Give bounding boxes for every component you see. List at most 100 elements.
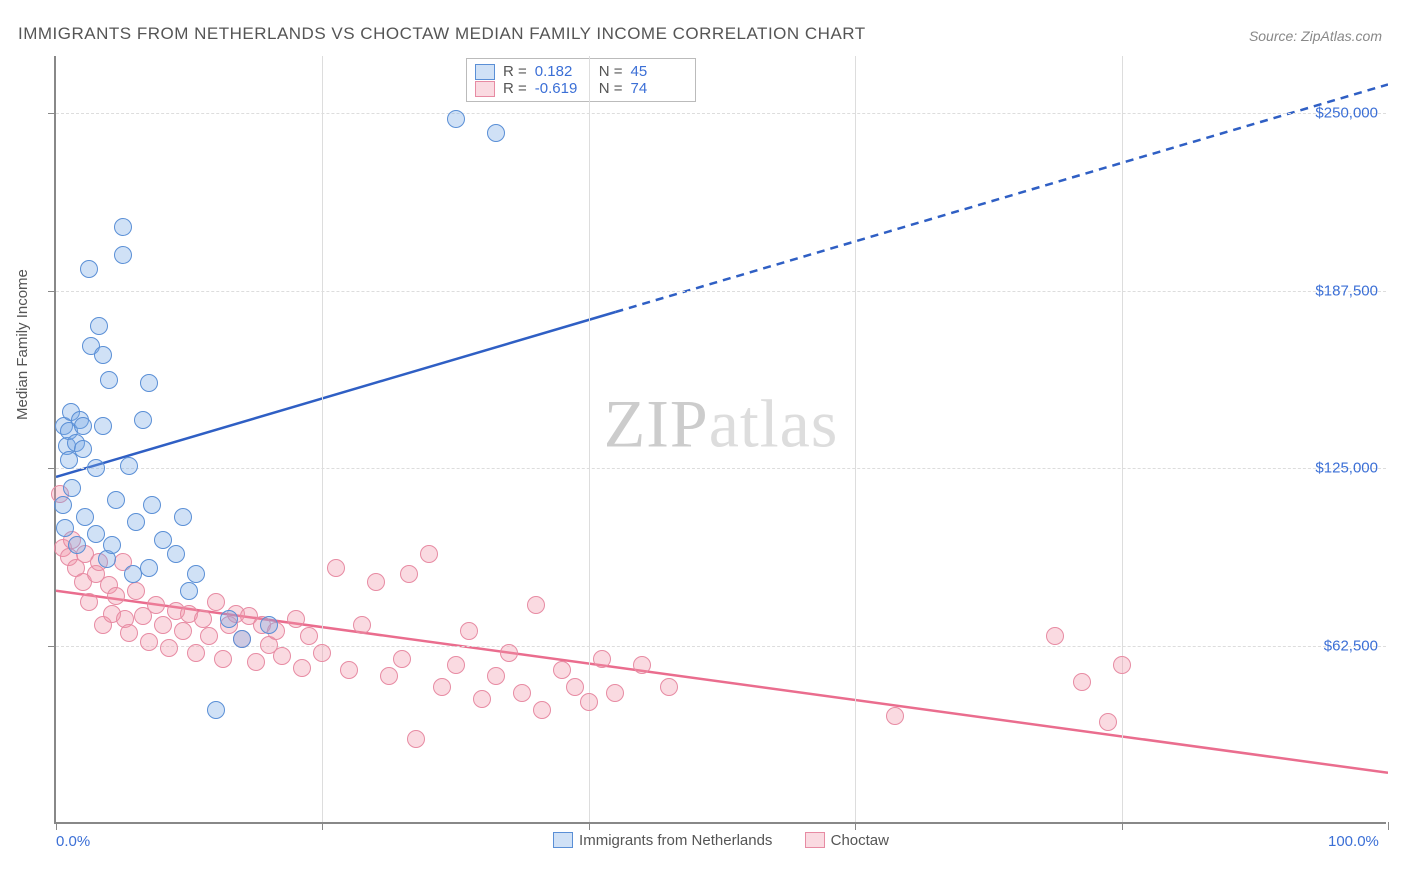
scatter-point-series2 [300, 627, 318, 645]
scatter-point-series2 [174, 622, 192, 640]
scatter-point-series2 [433, 678, 451, 696]
scatter-point-series1 [63, 479, 81, 497]
scatter-point-series1 [68, 536, 86, 554]
gridline-h [56, 468, 1386, 469]
scatter-point-series1 [54, 496, 72, 514]
scatter-point-series2 [500, 644, 518, 662]
watermark: ZIPatlas [604, 384, 839, 463]
scatter-point-series1 [94, 417, 112, 435]
scatter-point-series2 [287, 610, 305, 628]
gridline-h [56, 113, 1386, 114]
source-attribution: Source: ZipAtlas.com [1249, 28, 1382, 44]
legend-item-series1: Immigrants from Netherlands [553, 832, 772, 849]
scatter-point-series2 [214, 650, 232, 668]
scatter-point-series1 [143, 496, 161, 514]
swatch-series1 [475, 64, 495, 80]
scatter-point-series1 [447, 110, 465, 128]
scatter-point-series2 [553, 661, 571, 679]
scatter-point-series1 [76, 508, 94, 526]
stats-row-series2: R = -0.619 N = 74 [475, 80, 687, 97]
scatter-point-series2 [533, 701, 551, 719]
scatter-point-series1 [180, 582, 198, 600]
scatter-point-series1 [260, 616, 278, 634]
scatter-point-series2 [154, 616, 172, 634]
scatter-point-series2 [140, 633, 158, 651]
scatter-point-series2 [473, 690, 491, 708]
scatter-point-series2 [147, 596, 165, 614]
gridline-v [1122, 56, 1123, 822]
scatter-point-series2 [393, 650, 411, 668]
x-tick-mark [56, 822, 57, 830]
gridline-h [56, 646, 1386, 647]
scatter-point-series2 [293, 659, 311, 677]
scatter-point-series2 [160, 639, 178, 657]
correlation-chart: IMMIGRANTS FROM NETHERLANDS VS CHOCTAW M… [0, 0, 1406, 892]
scatter-point-series1 [134, 411, 152, 429]
scatter-point-series1 [90, 317, 108, 335]
y-tick-mark [48, 646, 56, 647]
x-tick-label: 0.0% [56, 833, 90, 850]
bottom-legend: Immigrants from Netherlands Choctaw [56, 832, 1386, 853]
y-tick-mark [48, 291, 56, 292]
scatter-point-series2 [447, 656, 465, 674]
scatter-point-series1 [56, 519, 74, 537]
scatter-point-series2 [380, 667, 398, 685]
plot-area: ZIPatlas R = 0.182 N = 45 R = -0.619 N =… [54, 56, 1386, 824]
gridline-v [322, 56, 323, 822]
scatter-point-series1 [187, 565, 205, 583]
scatter-point-series1 [100, 371, 118, 389]
scatter-point-series2 [460, 622, 478, 640]
x-tick-label: 100.0% [1328, 833, 1379, 850]
scatter-point-series2 [580, 693, 598, 711]
scatter-point-series2 [1099, 713, 1117, 731]
y-tick-label: $187,500 [1315, 282, 1378, 299]
scatter-point-series2 [120, 624, 138, 642]
scatter-point-series1 [114, 218, 132, 236]
scatter-point-series1 [114, 246, 132, 264]
scatter-point-series1 [140, 374, 158, 392]
y-tick-label: $125,000 [1315, 460, 1378, 477]
x-tick-mark [322, 822, 323, 830]
x-tick-mark [855, 822, 856, 830]
scatter-point-series1 [154, 531, 172, 549]
scatter-point-series2 [313, 644, 331, 662]
scatter-point-series2 [420, 545, 438, 563]
scatter-point-series2 [367, 573, 385, 591]
scatter-point-series2 [606, 684, 624, 702]
scatter-point-series2 [353, 616, 371, 634]
scatter-point-series1 [80, 260, 98, 278]
scatter-point-series1 [87, 525, 105, 543]
y-tick-mark [48, 468, 56, 469]
scatter-point-series1 [74, 440, 92, 458]
scatter-point-series2 [80, 593, 98, 611]
legend-item-series2: Choctaw [805, 832, 889, 849]
scatter-point-series1 [487, 124, 505, 142]
swatch-series1-bottom [553, 832, 573, 848]
scatter-point-series2 [487, 667, 505, 685]
scatter-point-series2 [886, 707, 904, 725]
scatter-point-series2 [407, 730, 425, 748]
scatter-point-series2 [187, 644, 205, 662]
scatter-point-series2 [660, 678, 678, 696]
scatter-point-series2 [566, 678, 584, 696]
y-tick-label: $250,000 [1315, 104, 1378, 121]
x-tick-mark [1122, 822, 1123, 830]
scatter-point-series2 [513, 684, 531, 702]
scatter-point-series1 [107, 491, 125, 509]
stats-legend-box: R = 0.182 N = 45 R = -0.619 N = 74 [466, 58, 696, 102]
x-tick-mark [1388, 822, 1389, 830]
trendlines-svg [56, 56, 1388, 824]
scatter-point-series1 [127, 513, 145, 531]
y-axis-label: Median Family Income [14, 269, 31, 420]
x-tick-mark [589, 822, 590, 830]
scatter-point-series1 [120, 457, 138, 475]
scatter-point-series1 [233, 630, 251, 648]
scatter-point-series2 [247, 653, 265, 671]
swatch-series2-bottom [805, 832, 825, 848]
scatter-point-series1 [140, 559, 158, 577]
scatter-point-series2 [327, 559, 345, 577]
scatter-point-series1 [94, 346, 112, 364]
scatter-point-series2 [1073, 673, 1091, 691]
scatter-point-series2 [1046, 627, 1064, 645]
scatter-point-series2 [127, 582, 145, 600]
